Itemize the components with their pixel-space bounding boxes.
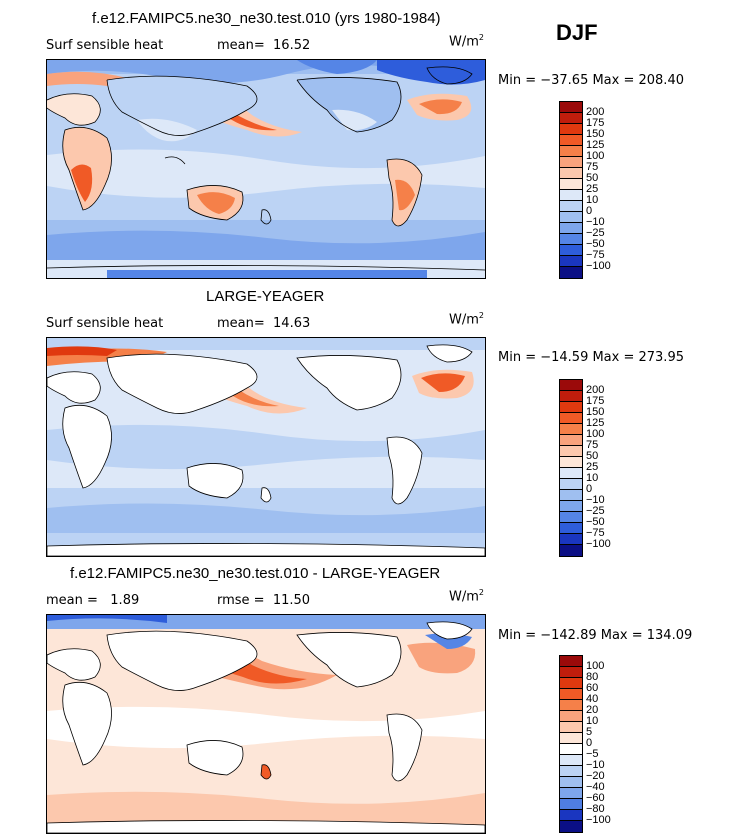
panel-1-left-label: Surf sensible heat xyxy=(46,38,163,53)
panel-3-left-label: mean = 1.89 xyxy=(46,593,139,608)
panel-1-map xyxy=(46,59,486,279)
panel-1-colorbar xyxy=(559,101,583,279)
panel-3-stat: rmse = 11.50 xyxy=(217,593,310,608)
tick-label: −100 xyxy=(586,538,611,550)
panel-1-units: W/m2 xyxy=(449,33,484,49)
panel-2-units: W/m2 xyxy=(449,311,484,327)
panel-1-title: f.e12.FAMIPC5.ne30_ne30.test.010 (yrs 19… xyxy=(92,10,441,27)
panel-1-minmax: Min = −37.65 Max = 208.40 xyxy=(498,73,684,88)
panel-2-left-label: Surf sensible heat xyxy=(46,316,163,331)
panel-2-minmax: Min = −14.59 Max = 273.95 xyxy=(498,350,684,365)
panel-2-colorbar xyxy=(559,379,583,557)
panel-3-units: W/m2 xyxy=(449,588,484,604)
panel-3-map xyxy=(46,614,486,834)
panel-2-title: LARGE-YEAGER xyxy=(206,288,324,305)
tick-label: −100 xyxy=(586,260,611,272)
season-label: DJF xyxy=(556,20,598,46)
panel-3-colorbar xyxy=(559,655,583,833)
panel-2-map xyxy=(46,337,486,557)
panel-1-stat: mean= 16.52 xyxy=(217,38,310,53)
panel-3-title: f.e12.FAMIPC5.ne30_ne30.test.010 - LARGE… xyxy=(70,565,440,582)
tick-label: −100 xyxy=(586,814,611,826)
panel-2-stat: mean= 14.63 xyxy=(217,316,310,331)
panel-3-minmax: Min = −142.89 Max = 134.09 xyxy=(498,628,692,643)
